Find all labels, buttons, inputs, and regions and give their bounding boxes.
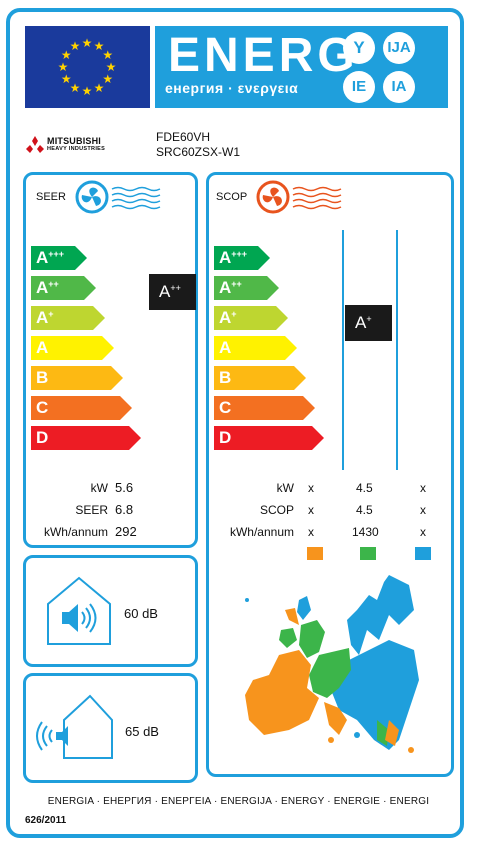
cooling-fan-icon [75, 180, 161, 214]
heating-class-a: A [214, 336, 297, 360]
zone-swatch-colder [415, 547, 431, 560]
cooling-rating-marker: A++ [149, 274, 196, 310]
eu-star-icon: ★ [102, 48, 114, 62]
model-outdoor: SRC60ZSX-W1 [156, 145, 241, 159]
cooling-panel: SEER A+++ A++ A+ A B C D A++ kW 5.6 SEER 6.8 k… [23, 172, 198, 548]
mitsubishi-diamonds-icon [26, 136, 44, 153]
zone-divider-2 [396, 230, 398, 470]
cooling-kwh-label: kWh/annum [43, 525, 108, 539]
lang-code-y: Y [343, 32, 375, 64]
indoor-noise-value: 60 dB [124, 606, 158, 621]
cooling-rating-letter: A [159, 282, 171, 301]
cooling-class-b: B [31, 366, 123, 390]
cooling-class-a-2plus: A++ [31, 276, 96, 300]
eu-star-icon: ★ [60, 72, 72, 86]
heating-scop-zone3: x [420, 503, 426, 517]
eu-star-icon: ★ [60, 48, 72, 62]
cooling-kw-value: 5.6 [115, 480, 134, 495]
heating-rating-sup: + [366, 314, 372, 324]
eu-star-icon: ★ [102, 72, 114, 86]
indoor-noise-panel: 60 dB [23, 555, 198, 667]
eu-star-icon: ★ [105, 60, 117, 74]
cooling-class-a-1plus: A+ [31, 306, 105, 330]
cooling-seer-value: 6.8 [115, 502, 134, 517]
cooling-kwh-value: 292 [115, 524, 137, 539]
label-frame [6, 8, 464, 838]
heating-kwh-zone1: x [308, 525, 314, 539]
energy-word: ENERG [168, 29, 359, 82]
heating-class-a-1plus: A+ [214, 306, 288, 330]
cooling-class-a: A [31, 336, 114, 360]
outdoor-noise-house-icon [36, 694, 113, 759]
cooling-class-d: D [31, 426, 141, 450]
brand-name: MITSUBISHI [47, 136, 102, 146]
cooling-seer-label: SEER [75, 503, 108, 517]
regulation-number: 626/2011 [25, 815, 67, 826]
heating-rating-letter: A [355, 313, 367, 332]
cooling-class-a-3plus: A+++ [31, 246, 87, 270]
zone-swatch-average [360, 547, 376, 560]
eu-star-icon: ★ [93, 39, 105, 54]
heating-scop-zone1: x [308, 503, 314, 517]
eu-star-icon: ★ [81, 84, 93, 98]
seer-title: SEER [36, 191, 66, 203]
footer-languages: ENERGIA · ЕНЕРГИЯ · ΕΝΕΡΓΕΙΑ · ENERGIJA … [47, 796, 430, 807]
heating-scop-label: SCOP [259, 503, 294, 517]
heating-kwh-label: kWh/annum [229, 525, 294, 539]
heating-class-b: B [214, 366, 306, 390]
outdoor-noise-value: 65 dB [125, 724, 159, 739]
eu-star-icon: ★ [93, 80, 105, 95]
lang-code-ija: IJA [383, 32, 415, 64]
eu-star-icon: ★ [57, 60, 69, 74]
zone-divider-1 [342, 230, 344, 470]
heating-kw-zone2: 4.5 [356, 481, 373, 495]
brand-subtitle: HEAVY INDUSTRIES [47, 146, 106, 152]
heating-fan-icon [256, 180, 342, 214]
heating-kwh-zone2: 1430 [352, 525, 379, 539]
heating-class-a-3plus: A+++ [214, 246, 270, 270]
outdoor-noise-panel: 65 dB [23, 673, 198, 783]
heating-panel: SCOP A+++ A++ A+ A B C D A+ kW x 4.5 x SCOP x … [206, 172, 454, 777]
europe-climate-map [245, 575, 419, 753]
heating-class-c: C [214, 396, 315, 420]
heating-rating-marker: A+ [345, 305, 392, 341]
lang-code-ie: IE [343, 71, 375, 103]
eu-star-icon: ★ [81, 36, 93, 50]
eu-star-icon: ★ [69, 39, 81, 54]
scop-title: SCOP [216, 191, 248, 203]
heating-scop-zone2: 4.5 [356, 503, 373, 517]
indoor-noise-house-icon [47, 576, 111, 645]
heating-class-a-2plus: A++ [214, 276, 279, 300]
heating-kw-zone3: x [420, 481, 426, 495]
heating-kw-label: kW [276, 481, 294, 495]
cooling-class-c: C [31, 396, 132, 420]
energy-subtitle: енергия · ενεργεια [165, 80, 299, 96]
eu-flag: ★ ★ ★ ★ ★ ★ ★ ★ ★ ★ ★ ★ [25, 26, 150, 108]
energy-header: ENERG енергия · ενεργεια Y IJA IE IA [155, 26, 448, 108]
zone-swatch-warmer [307, 547, 323, 560]
heating-kw-zone1: x [308, 481, 314, 495]
heating-class-d: D [214, 426, 324, 450]
eu-star-icon: ★ [69, 80, 81, 95]
lang-code-ia: IA [383, 71, 415, 103]
cooling-rating-sup: ++ [170, 283, 181, 293]
cooling-kw-label: kW [90, 481, 108, 495]
heating-kwh-zone3: x [420, 525, 426, 539]
model-indoor: FDE60VH [156, 130, 211, 144]
brand-logo: MITSUBISHI HEAVY INDUSTRIES [25, 134, 140, 156]
